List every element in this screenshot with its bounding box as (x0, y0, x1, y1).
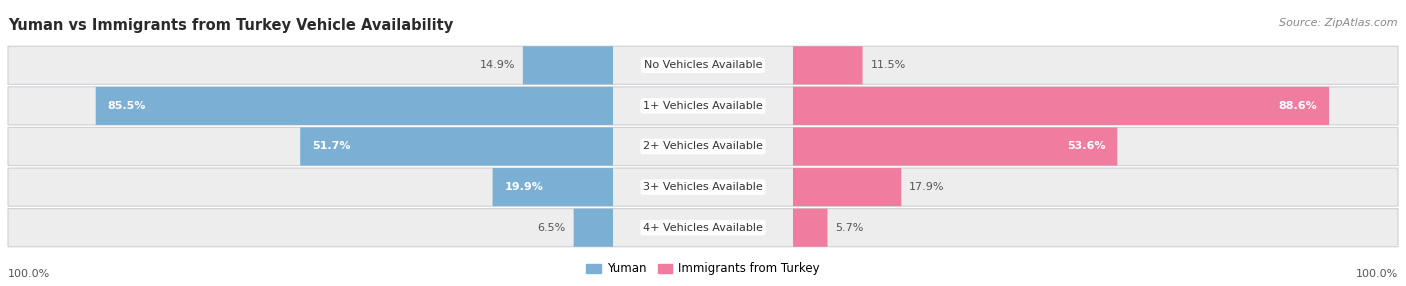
FancyBboxPatch shape (574, 209, 613, 247)
Text: 85.5%: 85.5% (108, 101, 146, 111)
Text: 11.5%: 11.5% (870, 60, 905, 70)
Text: 51.7%: 51.7% (312, 142, 350, 152)
Text: 88.6%: 88.6% (1278, 101, 1317, 111)
FancyBboxPatch shape (793, 46, 862, 84)
Text: 3+ Vehicles Available: 3+ Vehicles Available (643, 182, 763, 192)
FancyBboxPatch shape (793, 128, 1118, 166)
FancyBboxPatch shape (523, 46, 613, 84)
FancyBboxPatch shape (8, 209, 1398, 247)
FancyBboxPatch shape (8, 46, 1398, 84)
Text: 100.0%: 100.0% (8, 269, 51, 279)
FancyBboxPatch shape (492, 168, 613, 206)
FancyBboxPatch shape (8, 168, 1398, 206)
FancyBboxPatch shape (301, 128, 613, 166)
Text: 4+ Vehicles Available: 4+ Vehicles Available (643, 223, 763, 233)
FancyBboxPatch shape (793, 87, 1329, 125)
Text: 19.9%: 19.9% (505, 182, 544, 192)
Text: Source: ZipAtlas.com: Source: ZipAtlas.com (1279, 18, 1398, 28)
FancyBboxPatch shape (8, 128, 1398, 166)
Legend: Yuman, Immigrants from Turkey: Yuman, Immigrants from Turkey (582, 258, 824, 280)
Text: 100.0%: 100.0% (1355, 269, 1398, 279)
Text: 17.9%: 17.9% (910, 182, 945, 192)
Text: 53.6%: 53.6% (1067, 142, 1105, 152)
Text: 14.9%: 14.9% (479, 60, 515, 70)
Text: 6.5%: 6.5% (537, 223, 565, 233)
Text: Yuman vs Immigrants from Turkey Vehicle Availability: Yuman vs Immigrants from Turkey Vehicle … (8, 18, 453, 33)
Text: 2+ Vehicles Available: 2+ Vehicles Available (643, 142, 763, 152)
FancyBboxPatch shape (96, 87, 613, 125)
FancyBboxPatch shape (793, 209, 828, 247)
FancyBboxPatch shape (8, 87, 1398, 125)
Text: 1+ Vehicles Available: 1+ Vehicles Available (643, 101, 763, 111)
Text: 5.7%: 5.7% (835, 223, 863, 233)
FancyBboxPatch shape (793, 168, 901, 206)
Text: No Vehicles Available: No Vehicles Available (644, 60, 762, 70)
